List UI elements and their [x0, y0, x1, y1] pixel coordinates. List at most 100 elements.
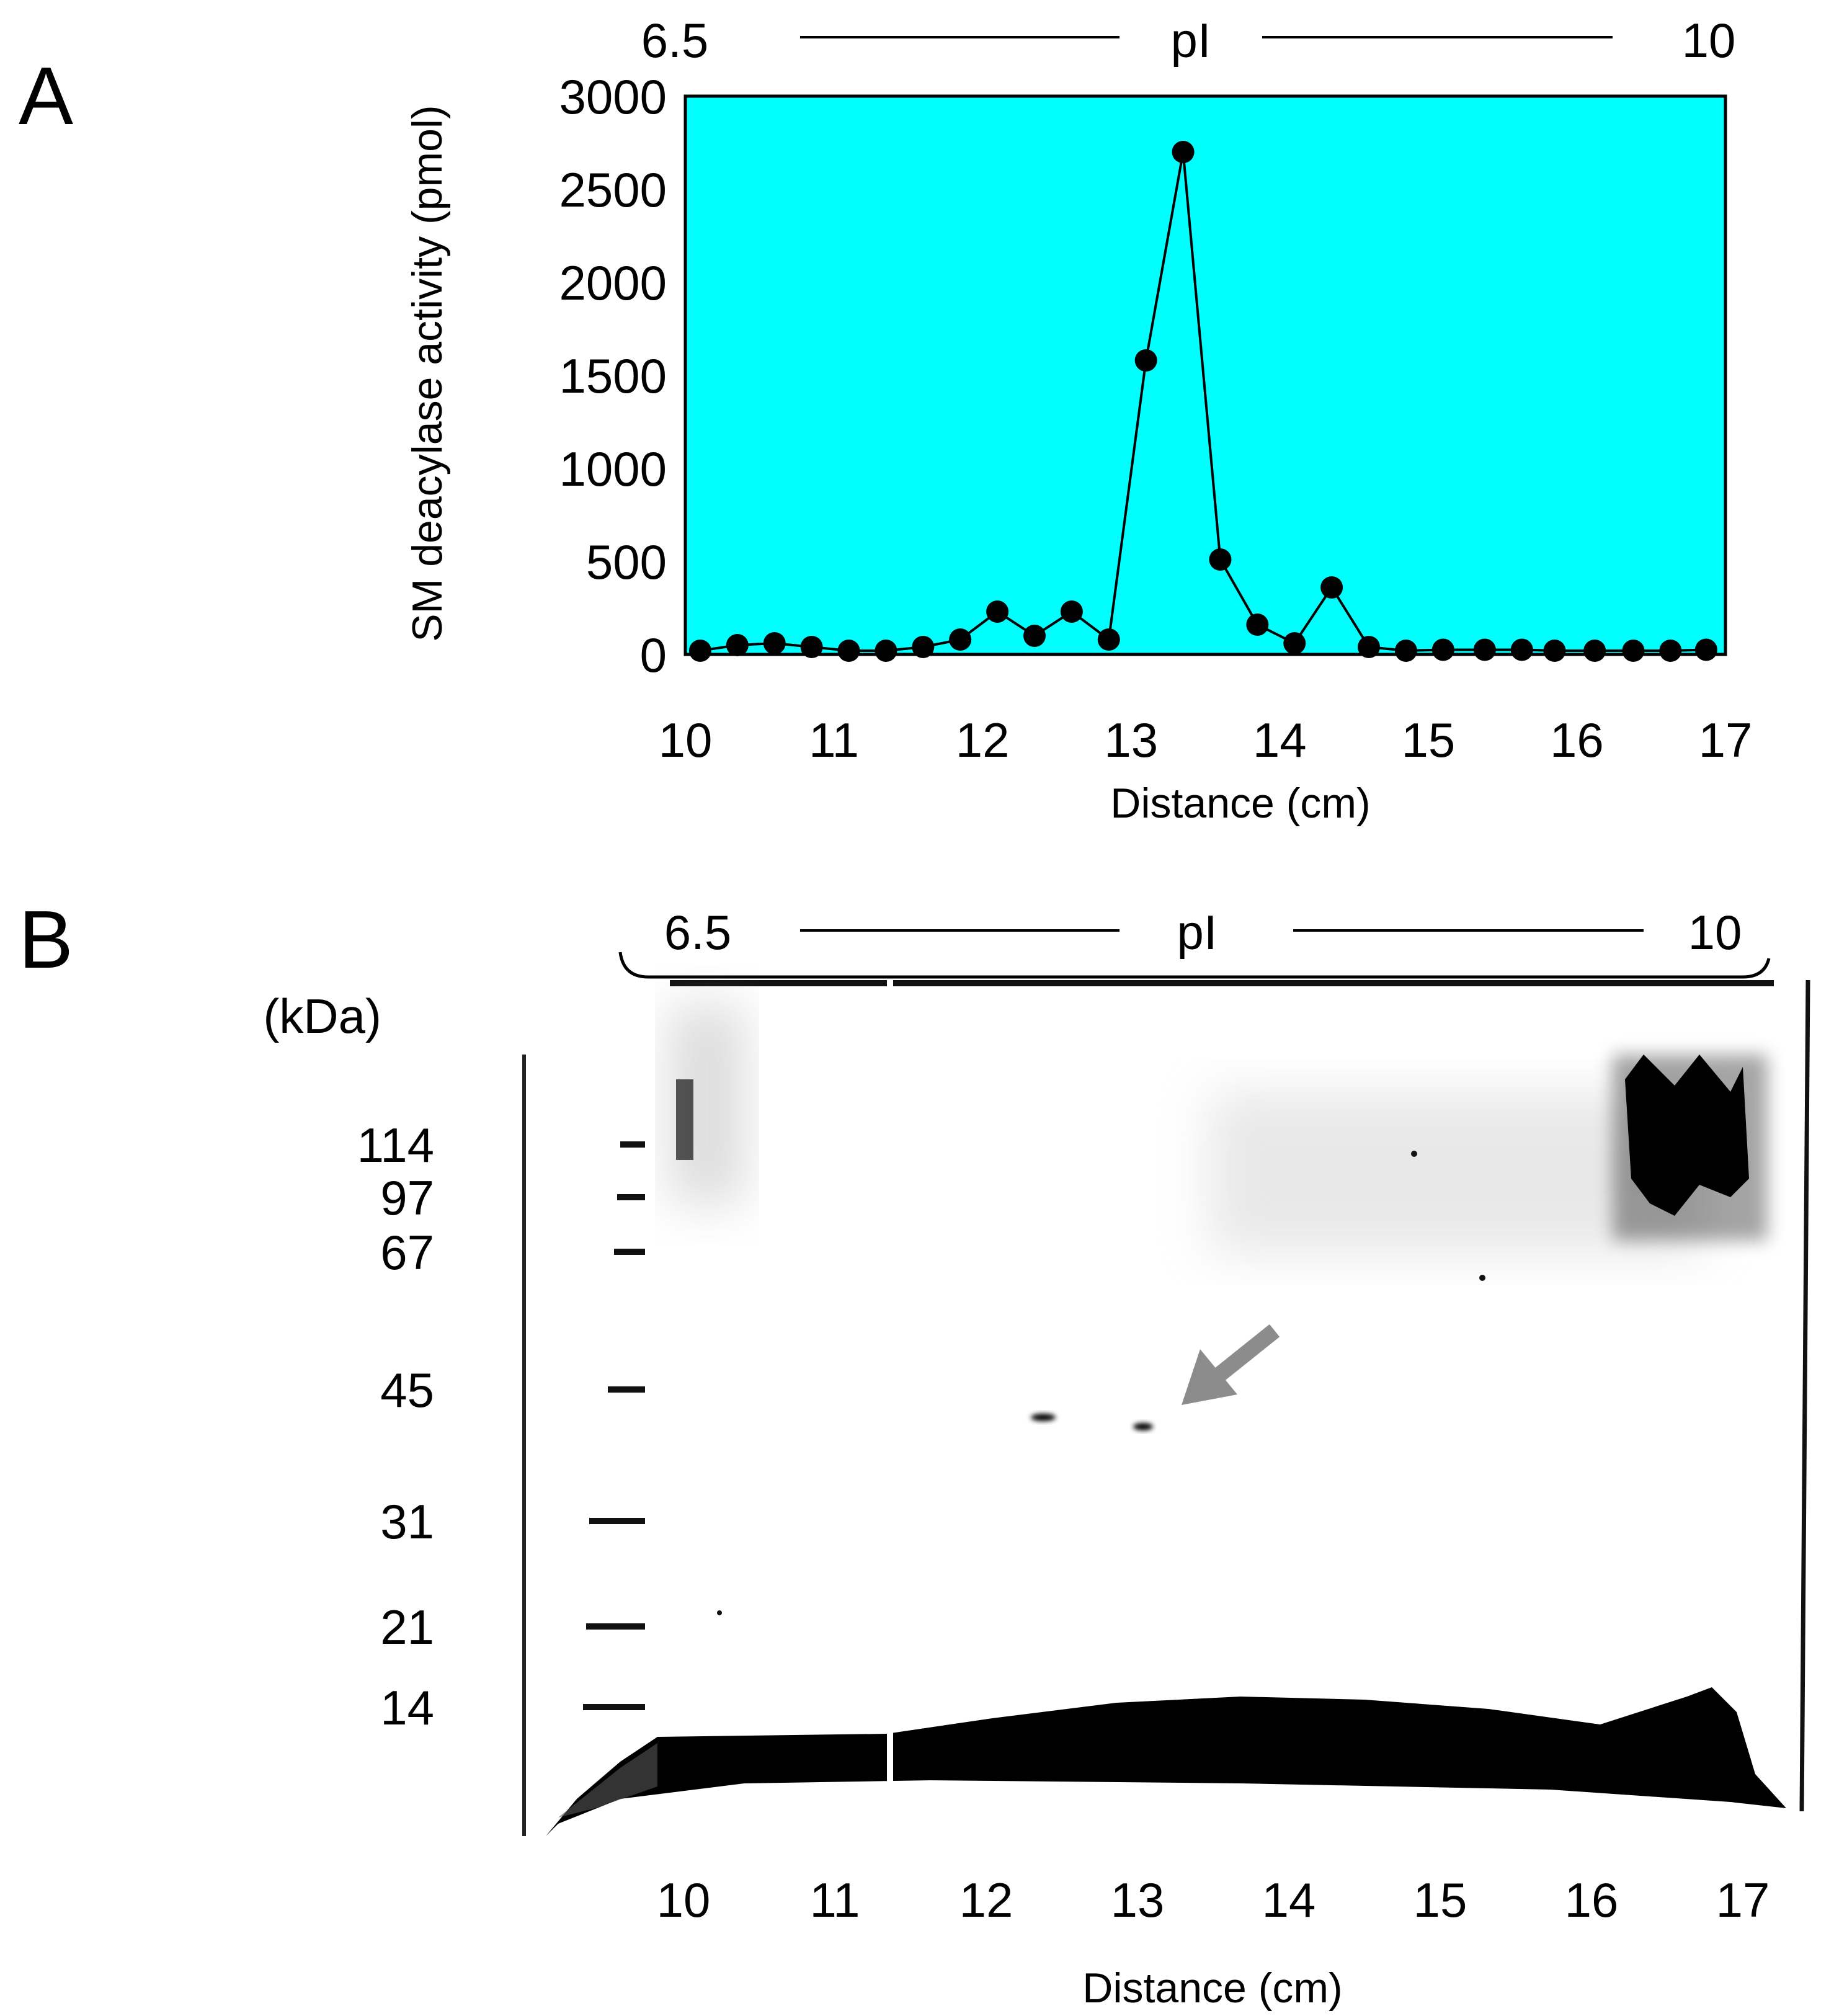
data-point	[726, 634, 749, 656]
panel-a-pi-scale: 6.5 pI 10	[641, 13, 1736, 68]
pi-scale-high: 10	[1682, 13, 1736, 68]
mw-marker-label: 114	[357, 1118, 434, 1172]
pi-scale-label: pI	[1170, 13, 1211, 68]
data-point	[875, 640, 897, 662]
gel-image	[521, 979, 1811, 1849]
ladder-band	[589, 1518, 645, 1524]
data-point	[1060, 600, 1083, 623]
mw-marker-label: 67	[380, 1225, 434, 1280]
x-tick-label: 10	[659, 713, 713, 767]
data-point	[800, 636, 823, 658]
mw-marker-label: 14	[380, 1680, 434, 1735]
gel-x-tick-label: 11	[810, 1873, 860, 1927]
y-tick-label: 2500	[559, 163, 667, 217]
gel-x-tick-label: 13	[1111, 1873, 1165, 1927]
molecular-weight-ladder	[583, 1141, 645, 1710]
x-axis-title: Distance (cm)	[1110, 780, 1370, 827]
gel-spot-12	[1031, 1414, 1056, 1421]
gel-speck	[1479, 1275, 1485, 1281]
gel-x-tick-label: 12	[959, 1873, 1013, 1927]
panel-b-letter: B	[19, 894, 73, 985]
data-point	[949, 628, 972, 651]
data-line	[700, 151, 1706, 653]
panel-a-letter: A	[19, 50, 73, 141]
pi-scale-bracket	[618, 952, 1771, 979]
data-point	[1394, 640, 1417, 662]
ladder-band	[617, 1194, 645, 1200]
data-point	[1283, 632, 1306, 654]
ladder-band	[614, 1249, 645, 1255]
data-point	[1358, 636, 1381, 658]
data-point	[1510, 638, 1533, 661]
data-point	[1473, 638, 1496, 661]
gel-x-tick-label: 17	[1716, 1873, 1770, 1927]
y-tick-label: 500	[586, 535, 667, 589]
data-point	[986, 600, 1009, 623]
gel-x-tick-label: 10	[657, 1873, 711, 1927]
kda-label: (kDa)	[263, 989, 381, 1043]
x-tick-label: 17	[1699, 713, 1753, 767]
pi-scale-label: pI	[1177, 905, 1217, 960]
data-point	[1320, 576, 1343, 599]
series-line	[700, 151, 1706, 653]
gel-x-axis-title: Distance (cm)	[1082, 1965, 1342, 2012]
panel-b-pi-scale: 6.5 pI 10	[618, 905, 1771, 979]
gel-x-axis-ticks: 10 11 12 13 14 15 16 17	[657, 1873, 1770, 1927]
data-point	[1209, 548, 1232, 571]
x-tick-label: 16	[1550, 713, 1604, 767]
gel-speck	[717, 1610, 722, 1615]
gel-x-tick-label: 15	[1413, 1873, 1467, 1927]
data-point	[688, 640, 711, 662]
pi-scale-low: 6.5	[641, 13, 708, 68]
ladder-band	[620, 1141, 645, 1148]
data-point	[1023, 625, 1046, 647]
data-point	[1694, 638, 1717, 661]
y-tick-label: 3000	[559, 69, 667, 124]
data-point	[1172, 141, 1195, 163]
data-point	[1659, 640, 1682, 662]
mw-marker-label: 21	[380, 1600, 434, 1654]
data-point	[837, 640, 860, 662]
y-axis-title: SM deacylase activity (pmol)	[404, 105, 451, 641]
pi-scale-low: 6.5	[664, 905, 731, 960]
gel-edge-band	[676, 1079, 693, 1160]
arrow-head	[1182, 1349, 1237, 1405]
data-point	[912, 636, 935, 658]
data-point	[1622, 640, 1645, 662]
x-tick-label: 11	[809, 713, 859, 767]
arrow-shaft	[1207, 1324, 1280, 1387]
y-tick-label: 2000	[559, 256, 667, 310]
pi-scale-high: 10	[1688, 905, 1742, 960]
arrow-indicator	[1182, 1324, 1280, 1405]
y-axis-ticks: 0 500 1000 1500 2000 2500 3000	[559, 69, 667, 682]
data-point	[1097, 628, 1120, 651]
panel-b: B 6.5 pI 10 (kDa)	[19, 894, 1811, 2012]
gel-x-tick-label: 14	[1262, 1873, 1316, 1927]
gel-spot-13	[1133, 1423, 1153, 1430]
gel-dye-front-grey	[558, 1743, 657, 1818]
data-point	[1246, 613, 1269, 636]
x-tick-label: 12	[956, 713, 1010, 767]
x-axis-ticks: 10 11 12 13 14 15 16 17	[659, 713, 1753, 767]
ladder-band	[583, 1704, 645, 1710]
x-tick-label: 13	[1104, 713, 1158, 767]
mw-marker-label: 31	[380, 1494, 434, 1549]
x-tick-label: 15	[1401, 713, 1455, 767]
data-point	[1543, 640, 1566, 662]
mw-marker-label: 45	[380, 1363, 434, 1417]
y-tick-label: 0	[640, 628, 667, 682]
gel-lane-gap	[887, 980, 893, 1799]
y-tick-label: 1500	[559, 349, 667, 403]
data-point	[1134, 349, 1157, 372]
gel-dye-front	[546, 1687, 1786, 1836]
gel-right-edge	[1799, 979, 1810, 1812]
x-tick-label: 14	[1253, 713, 1307, 767]
data-point	[1431, 638, 1454, 661]
mw-marker-label: 97	[380, 1171, 434, 1225]
data-point	[1583, 640, 1606, 662]
gel-aggregate-halo	[1613, 1055, 1768, 1241]
gel-speck	[1411, 1151, 1417, 1157]
